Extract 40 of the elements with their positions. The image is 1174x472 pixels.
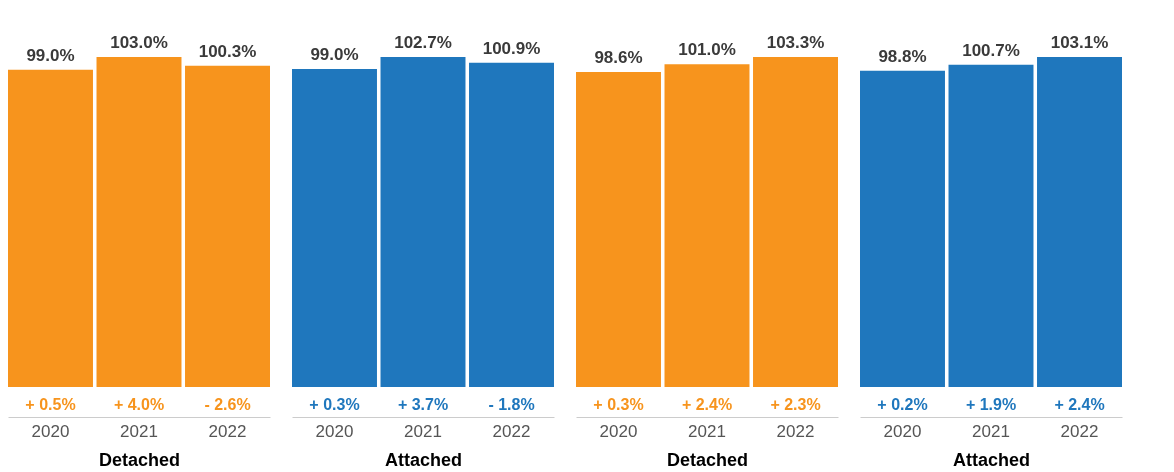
text: - 2.6% [204,396,251,413]
x-tick-label: 2022 [208,421,247,441]
x-tick-label: 2020 [31,421,70,441]
text: + 2.4% [1054,396,1105,413]
text: + 3.7% [397,396,449,413]
data-label: 99.0% [310,44,359,64]
x-tick-label: 2022 [492,421,531,441]
x-tick-label: 2022 [1060,421,1099,441]
data-label: 100.3% [198,41,257,61]
data-label: 103.1% [1050,33,1109,52]
data-label: 103.3% [766,33,825,52]
x-axis-title: Attached [384,449,463,470]
text: + 4.0% [113,396,165,413]
x-axis-title: Detached [98,449,181,470]
data-label: 99.0% [26,45,75,65]
x-axis-title: Attached [952,449,1031,470]
x-tick-label: 2022 [776,421,815,441]
data-label: 100.7% [962,40,1020,60]
text: + 1.9% [965,396,1017,413]
data-label: 102.7% [394,33,452,52]
data-label: 101.0% [678,40,736,60]
data-label: 98.8% [878,46,927,66]
data-label: 98.6% [594,48,643,68]
text: + 2.3% [770,396,821,413]
x-tick-label: 2021 [972,421,1010,441]
text: + 0.2% [877,396,928,413]
data-label: 100.9% [482,38,541,58]
x-tick-label: 2020 [315,421,354,441]
x-tick-label: 2021 [404,421,442,441]
text: + 0.3% [309,396,360,413]
text: - 1.8% [488,396,535,413]
x-tick-label: 2021 [688,421,726,441]
text: + 0.5% [25,396,76,413]
x-tick-label: 2020 [883,421,922,441]
text: + 0.3% [593,396,644,413]
data-label: 103.0% [110,33,168,52]
x-axis-title: Detached [666,449,749,470]
x-tick-label: 2020 [599,421,638,441]
x-tick-label: 2021 [120,421,158,441]
text: + 2.4% [681,396,733,413]
